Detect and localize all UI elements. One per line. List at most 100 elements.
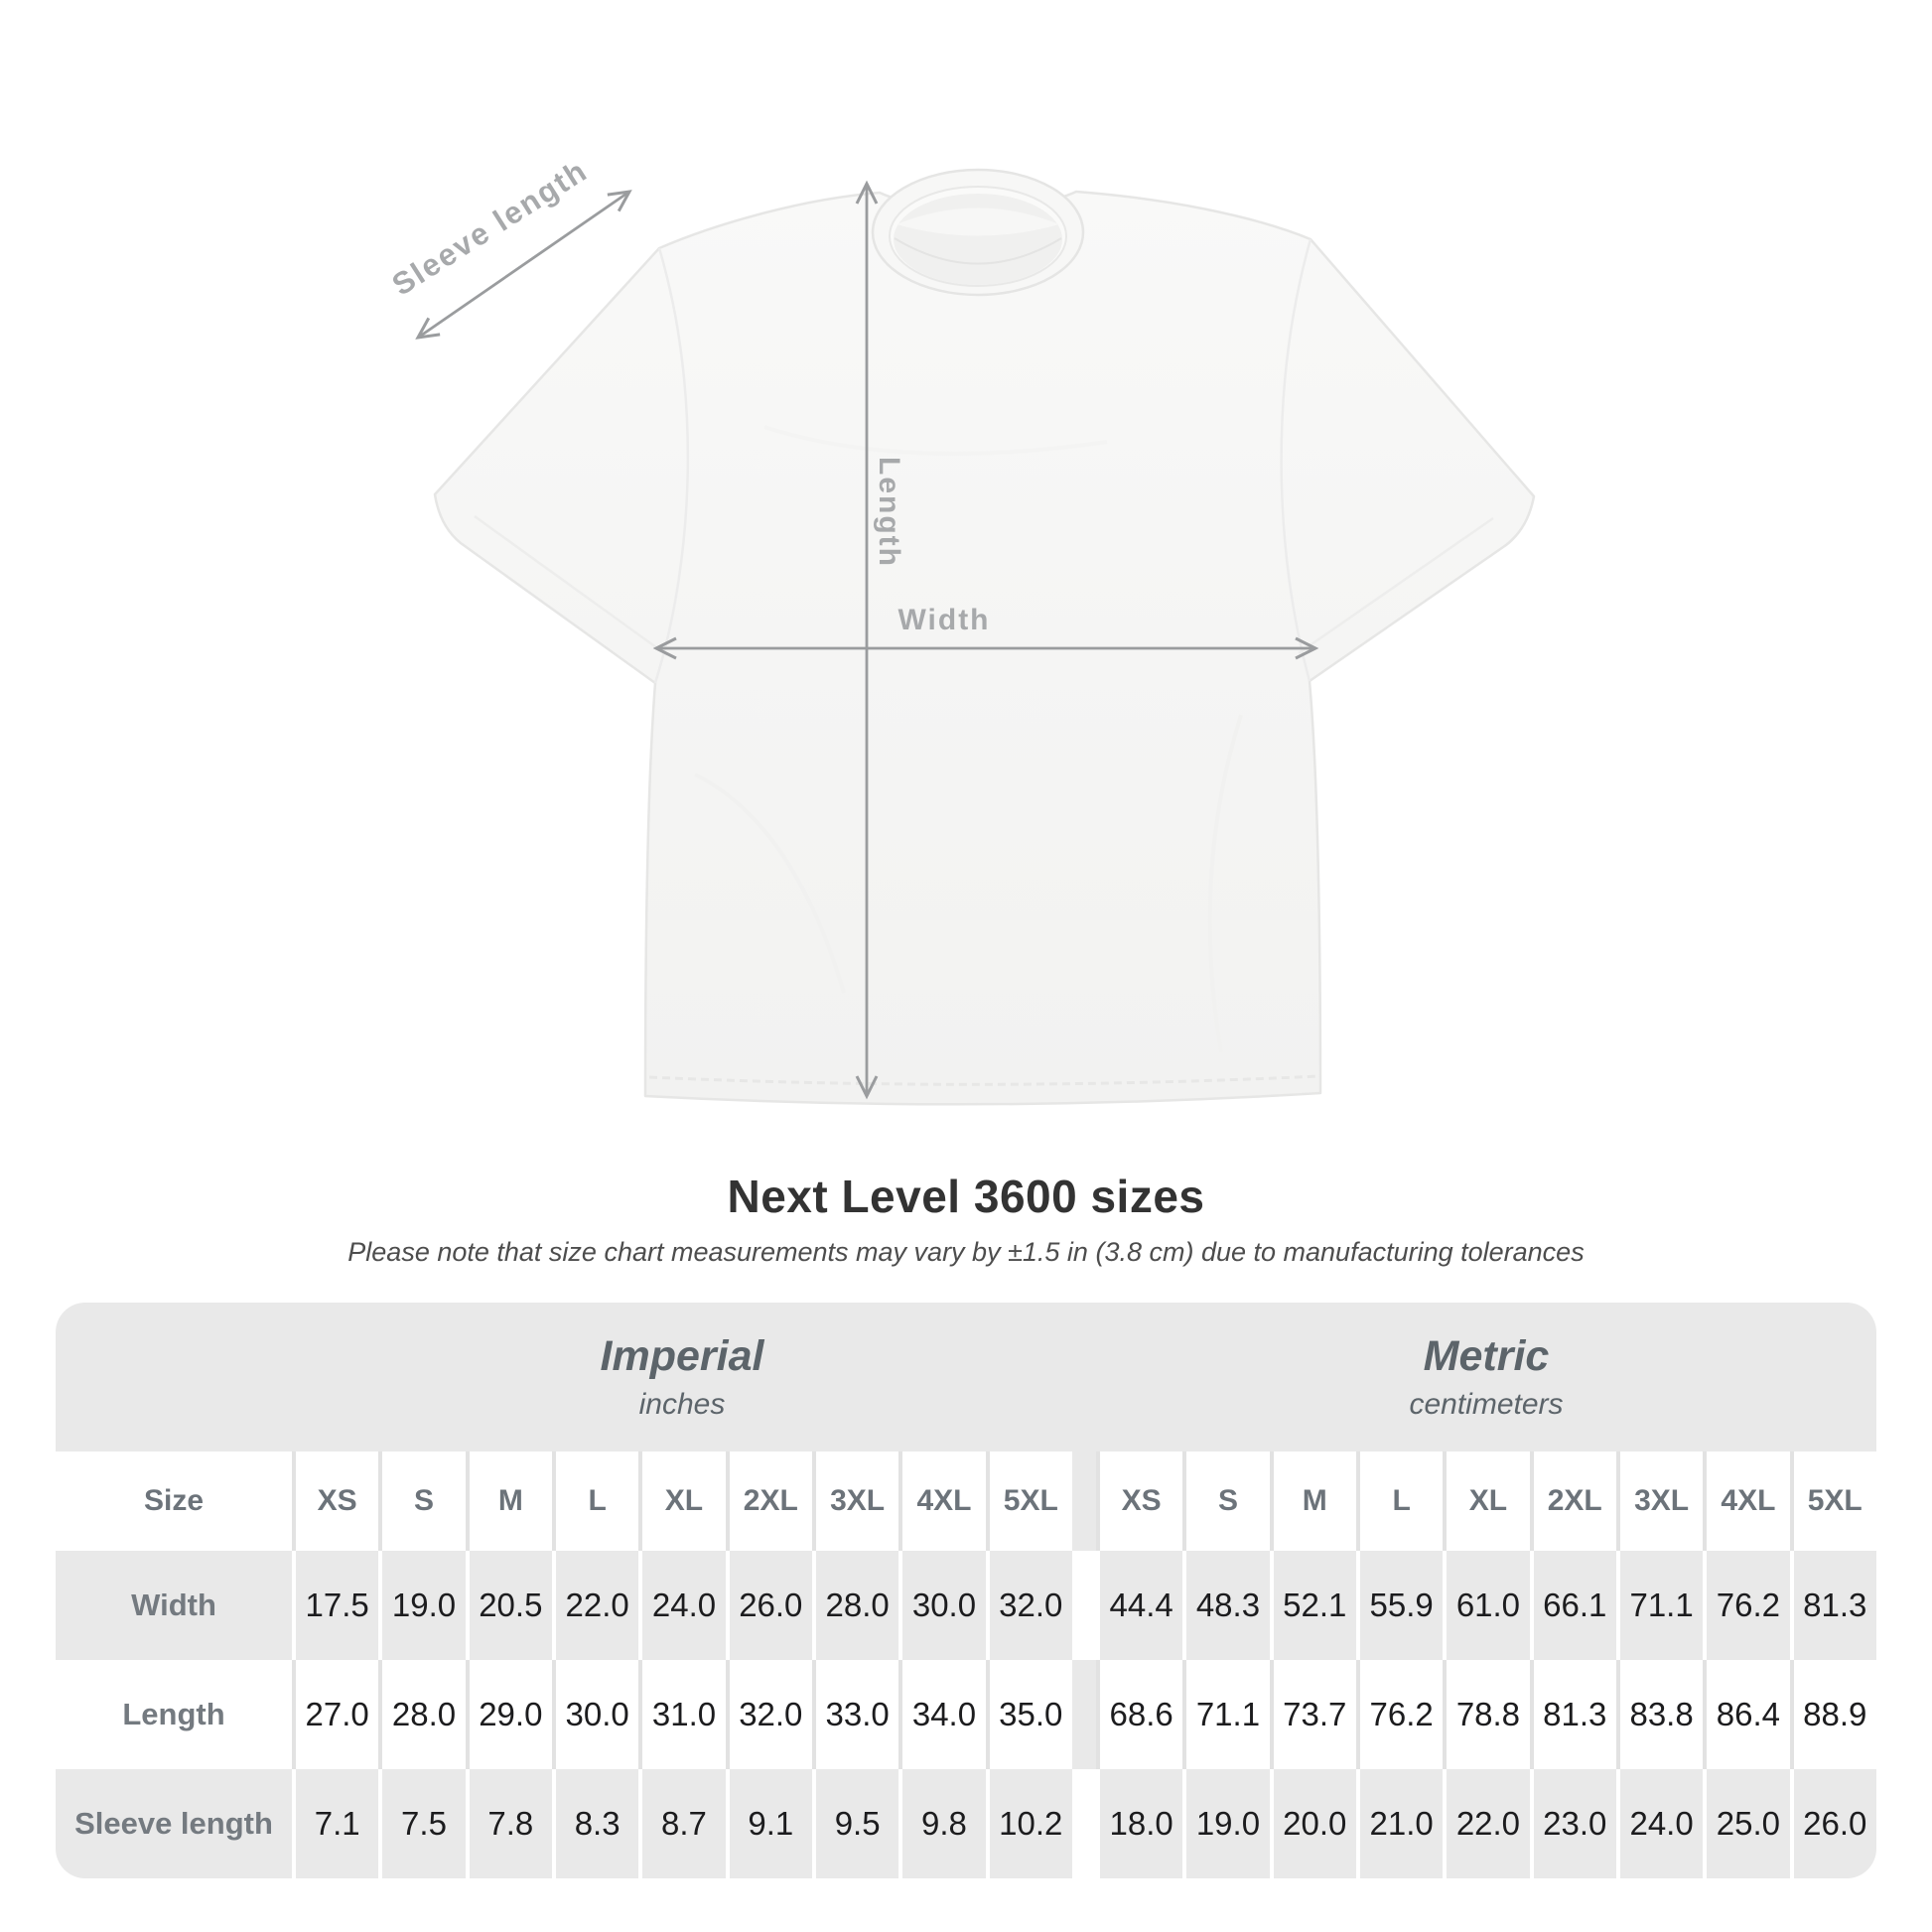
tshirt-diagram: Sleeve length Length Width <box>386 153 1536 1106</box>
sleeve-hem-left <box>474 514 668 657</box>
wrinkle <box>694 772 846 994</box>
table-cell-imperial: 35.0 <box>985 1660 1072 1769</box>
size-header-imperial: M <box>465 1451 552 1551</box>
units-band: Imperial inches Metric centimeters <box>56 1303 1876 1451</box>
table-header-row: Size XS S M L XL 2XL 3XL 4XL 5XL XS S M L XL 2XL 3XL 4XL 5… <box>56 1451 1876 1551</box>
section-divider <box>1071 1769 1096 1878</box>
size-header-imperial: XL <box>638 1451 725 1551</box>
width-label: Width <box>897 604 990 636</box>
armhole-seam-left <box>653 247 690 684</box>
table-cell-imperial: 34.0 <box>898 1660 985 1769</box>
table-cell-metric: 71.1 <box>1182 1660 1269 1769</box>
table-cell-imperial: 22.0 <box>551 1551 638 1660</box>
table-cell-imperial: 28.0 <box>811 1551 898 1660</box>
table-cell-imperial: 8.7 <box>638 1769 725 1878</box>
table-cell-metric: 23.0 <box>1529 1769 1616 1878</box>
size-header-imperial: 4XL <box>898 1451 985 1551</box>
unit-header-imperial: Imperial inches <box>292 1303 1072 1451</box>
row-label: Width <box>131 1587 216 1622</box>
table-cell-metric: 81.3 <box>1529 1660 1616 1769</box>
size-header-metric: 3XL <box>1615 1451 1703 1551</box>
table-cell-metric: 21.0 <box>1355 1769 1443 1878</box>
table-cell-imperial: 9.8 <box>898 1769 985 1878</box>
table-cell-imperial: 26.0 <box>725 1551 812 1660</box>
table-cell-imperial: 27.0 <box>292 1660 378 1769</box>
imperial-unit: inches <box>638 1388 726 1421</box>
size-header-metric: L <box>1355 1451 1443 1551</box>
row-label: Length <box>122 1697 225 1731</box>
unit-header-metric: Metric centimeters <box>1096 1303 1876 1451</box>
sleeve-hem-right <box>1298 516 1494 655</box>
table-cell-imperial: 30.0 <box>898 1551 985 1660</box>
bottom-hem-stitch <box>648 1074 1319 1086</box>
table-cell-imperial: 20.5 <box>465 1551 552 1660</box>
table-cell-metric: 18.0 <box>1095 1769 1182 1878</box>
table-cell-imperial: 19.0 <box>378 1551 465 1660</box>
length-label: Length <box>873 457 905 568</box>
table-cell-metric: 76.2 <box>1703 1551 1789 1660</box>
table-cell-imperial: 29.0 <box>465 1660 552 1769</box>
table-cell-metric: 68.6 <box>1095 1660 1182 1769</box>
table-cell-metric: 20.0 <box>1269 1769 1356 1878</box>
table-cell-metric: 76.2 <box>1355 1660 1443 1769</box>
table-cell-metric: 86.4 <box>1703 1660 1789 1769</box>
table-cell-metric: 48.3 <box>1182 1551 1269 1660</box>
size-header-imperial: XS <box>292 1451 378 1551</box>
metric-unit: centimeters <box>1409 1388 1564 1421</box>
sleeve-length-arrow <box>415 190 632 340</box>
table-cell-imperial: 10.2 <box>985 1769 1072 1878</box>
table-cell-metric: 78.8 <box>1443 1660 1529 1769</box>
size-header-metric: M <box>1269 1451 1356 1551</box>
size-header-imperial: 5XL <box>985 1451 1072 1551</box>
size-header-metric: XL <box>1443 1451 1529 1551</box>
table-cell-metric: 25.0 <box>1703 1769 1789 1878</box>
size-header-metric: 5XL <box>1789 1451 1876 1551</box>
size-column-header: Size <box>143 1484 205 1517</box>
table-cell-metric: 71.1 <box>1615 1551 1703 1660</box>
armhole-seam-right <box>1280 238 1312 682</box>
table-cell-imperial: 17.5 <box>292 1551 378 1660</box>
size-header-imperial: S <box>378 1451 465 1551</box>
table-cell-metric: 52.1 <box>1269 1551 1356 1660</box>
table-cell-metric: 24.0 <box>1615 1769 1703 1878</box>
table-cell-imperial: 7.5 <box>378 1769 465 1878</box>
section-divider <box>1071 1451 1096 1551</box>
table-cell-imperial: 9.5 <box>811 1769 898 1878</box>
table-row: Width 17.5 19.0 20.5 22.0 24.0 26.0 28.0 30.0 32.… <box>56 1551 1876 1660</box>
table-cell-imperial: 31.0 <box>638 1660 725 1769</box>
table-cell-imperial: 7.1 <box>292 1769 378 1878</box>
table-cell-metric: 83.8 <box>1615 1660 1703 1769</box>
table-cell-imperial: 9.1 <box>725 1769 812 1878</box>
table-cell-metric: 26.0 <box>1789 1769 1876 1878</box>
page-title: Next Level 3600 sizes <box>727 1171 1205 1222</box>
metric-title: Metric <box>1423 1332 1550 1380</box>
wrinkle <box>763 425 1108 456</box>
table-cell-imperial: 30.0 <box>551 1660 638 1769</box>
size-header-metric: XS <box>1095 1451 1182 1551</box>
table-row: Sleeve length 7.1 7.5 7.8 8.3 8.7 9.1 9.5 9.8 10.… <box>56 1769 1876 1878</box>
table-cell-metric: 61.0 <box>1443 1551 1529 1660</box>
row-label: Sleeve length <box>74 1806 273 1841</box>
size-header-imperial: 2XL <box>725 1451 812 1551</box>
table-cell-metric: 66.1 <box>1529 1551 1616 1660</box>
imperial-title: Imperial <box>600 1332 764 1380</box>
table-cell-imperial: 28.0 <box>378 1660 465 1769</box>
sleeve-length-label: Sleeve length <box>386 153 594 303</box>
collar <box>871 168 1085 297</box>
section-divider <box>1071 1660 1096 1769</box>
section-divider <box>1071 1551 1096 1660</box>
table-cell-metric: 55.9 <box>1355 1551 1443 1660</box>
size-chart-panel: Imperial inches Metric centimeters Size X… <box>56 1303 1876 1878</box>
table-cell-imperial: 24.0 <box>638 1551 725 1660</box>
size-header-metric: 2XL <box>1529 1451 1616 1551</box>
size-header-imperial: L <box>551 1451 638 1551</box>
table-cell-imperial: 8.3 <box>551 1769 638 1878</box>
table-cell-metric: 88.9 <box>1789 1660 1876 1769</box>
size-header-metric: 4XL <box>1703 1451 1789 1551</box>
table-cell-imperial: 33.0 <box>811 1660 898 1769</box>
size-table: Size XS S M L XL 2XL 3XL 4XL 5XL XS S M L XL 2XL 3XL 4XL 5… <box>56 1451 1876 1878</box>
table-cell-imperial: 32.0 <box>985 1551 1072 1660</box>
page-subtitle: Please note that size chart measurements… <box>347 1237 1585 1267</box>
size-header-metric: S <box>1182 1451 1269 1551</box>
